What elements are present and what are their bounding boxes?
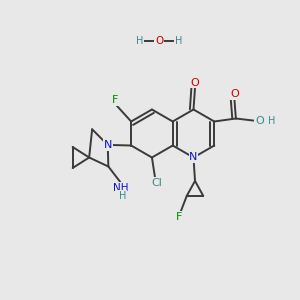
Text: Cl: Cl (151, 178, 162, 188)
Text: H: H (119, 191, 126, 201)
Text: H: H (268, 116, 275, 126)
Text: F: F (176, 212, 182, 222)
Text: H: H (175, 35, 182, 46)
Text: F: F (112, 95, 118, 105)
Text: O: O (155, 35, 163, 46)
Text: NH: NH (113, 182, 129, 193)
Text: O: O (230, 89, 239, 99)
Text: N: N (103, 140, 112, 150)
Text: N: N (189, 152, 198, 163)
Text: O: O (255, 116, 264, 126)
Text: O: O (190, 78, 200, 88)
Text: H: H (136, 35, 143, 46)
